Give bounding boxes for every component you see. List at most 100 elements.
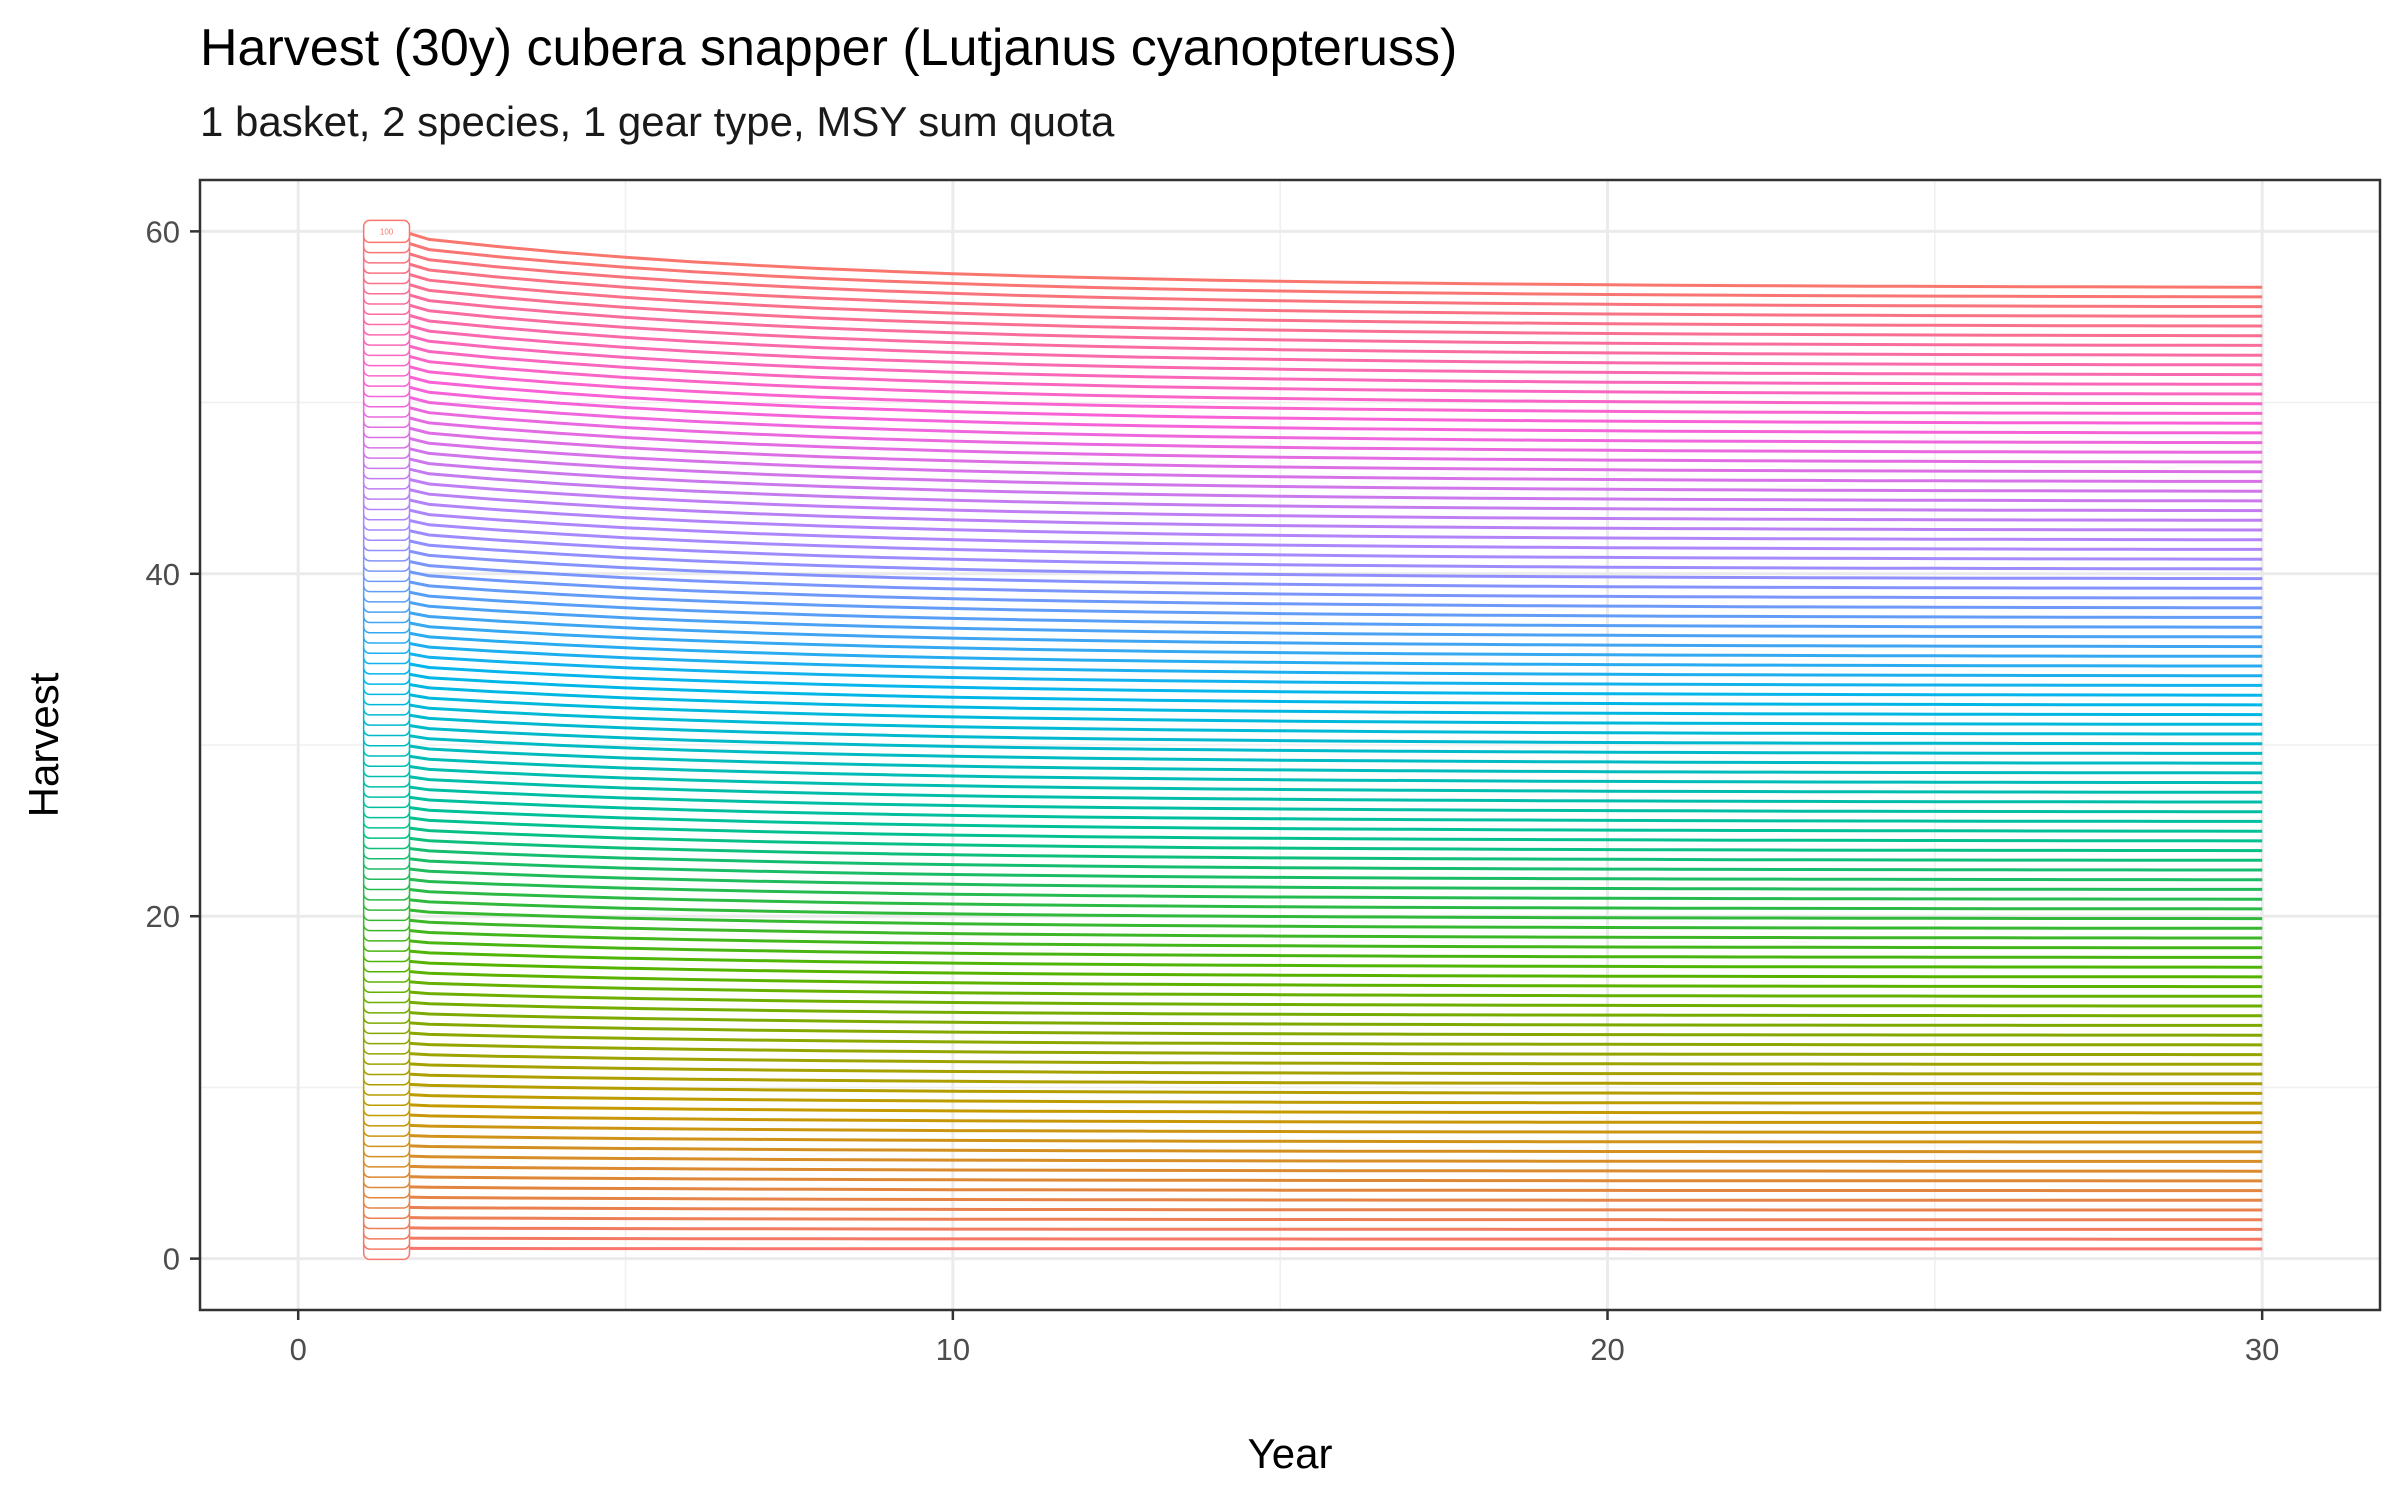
series-line bbox=[363, 876, 2263, 901]
series-line bbox=[363, 1133, 2263, 1144]
plot-frame bbox=[198, 178, 2382, 1312]
series-line bbox=[363, 424, 2263, 474]
series-line bbox=[363, 959, 2263, 979]
series-line bbox=[363, 1174, 2263, 1183]
series-line bbox=[363, 1215, 2263, 1222]
chart-title: Harvest (30y) cubera snapper (Lutjanus c… bbox=[200, 19, 1458, 77]
series-line bbox=[363, 1205, 2263, 1212]
series-line bbox=[363, 311, 2263, 367]
series-line bbox=[363, 476, 2263, 522]
x-tick-label: 20 bbox=[1590, 1332, 1624, 1367]
series-line bbox=[363, 774, 2263, 804]
series-line bbox=[363, 979, 2263, 998]
series-line bbox=[363, 568, 2263, 610]
y-tick-label: 0 bbox=[163, 1242, 180, 1277]
series-line bbox=[363, 671, 2263, 707]
series-line bbox=[363, 527, 2263, 571]
series-line bbox=[363, 1246, 2263, 1251]
series-line bbox=[363, 579, 2263, 619]
series-line bbox=[363, 404, 2263, 454]
y-tick-label: 40 bbox=[146, 557, 180, 592]
series-line bbox=[363, 856, 2263, 882]
x-tick-label: 10 bbox=[936, 1332, 970, 1367]
series-line bbox=[363, 1092, 2263, 1105]
series-line bbox=[363, 589, 2263, 629]
series-line bbox=[363, 260, 2263, 318]
series-line bbox=[363, 1236, 2263, 1241]
series-line bbox=[363, 692, 2263, 726]
series-line bbox=[363, 928, 2263, 950]
series-line bbox=[363, 373, 2263, 425]
series-line bbox=[363, 1154, 2263, 1163]
series-line bbox=[363, 712, 2263, 746]
series-line bbox=[363, 240, 2263, 299]
series-line bbox=[363, 702, 2263, 736]
series-line bbox=[363, 445, 2263, 493]
series-line bbox=[363, 805, 2263, 833]
label-layer: 100 bbox=[362, 219, 411, 1261]
series-line bbox=[363, 486, 2263, 532]
series-line bbox=[363, 558, 2263, 600]
series-line bbox=[363, 835, 2263, 862]
series-line bbox=[363, 1185, 2263, 1193]
series-line bbox=[363, 825, 2263, 853]
series-line bbox=[363, 1072, 2263, 1086]
series-line bbox=[363, 537, 2263, 581]
series-line bbox=[363, 229, 2263, 289]
series-line bbox=[363, 507, 2263, 551]
series-line bbox=[363, 1010, 2263, 1027]
series-line bbox=[363, 897, 2263, 921]
series-line bbox=[363, 794, 2263, 823]
series-line bbox=[363, 1020, 2263, 1037]
series-line bbox=[363, 1102, 2263, 1115]
series-line bbox=[363, 1226, 2263, 1231]
series-line bbox=[363, 866, 2263, 891]
series-line bbox=[363, 599, 2263, 639]
series-line bbox=[363, 887, 2263, 911]
series-line bbox=[363, 815, 2263, 843]
series-line bbox=[363, 1123, 2263, 1134]
series-line bbox=[363, 640, 2263, 678]
series-line bbox=[363, 1031, 2263, 1047]
y-tick-label: 60 bbox=[146, 214, 180, 249]
series-line bbox=[363, 609, 2263, 649]
x-axis-title: Year bbox=[1248, 1430, 1333, 1477]
series-line bbox=[363, 1082, 2263, 1095]
series-line bbox=[363, 681, 2263, 717]
series-line bbox=[363, 414, 2263, 464]
series-line bbox=[363, 620, 2263, 658]
series-line bbox=[363, 291, 2263, 347]
series-line bbox=[363, 1144, 2263, 1154]
series-line bbox=[363, 435, 2263, 483]
series-line bbox=[363, 466, 2263, 513]
series-line bbox=[363, 784, 2263, 814]
series-layer bbox=[363, 229, 2263, 1251]
series-line bbox=[363, 1000, 2263, 1018]
series-line bbox=[363, 1051, 2263, 1066]
series-line bbox=[363, 342, 2263, 396]
series-line bbox=[363, 948, 2263, 969]
series-line bbox=[363, 969, 2263, 989]
series-line bbox=[363, 548, 2263, 590]
series-line bbox=[363, 650, 2263, 687]
series-line bbox=[363, 722, 2263, 755]
series-line bbox=[363, 846, 2263, 872]
series-line bbox=[363, 353, 2263, 406]
series-line bbox=[363, 383, 2263, 435]
series-line bbox=[363, 281, 2263, 338]
axis-layer: 0 10 20 30 0 20 40 60 bbox=[146, 214, 2280, 1367]
series-line bbox=[363, 733, 2263, 765]
series-line bbox=[363, 989, 2263, 1008]
series-line bbox=[363, 1113, 2263, 1125]
series-line bbox=[363, 496, 2263, 542]
series-line bbox=[363, 455, 2263, 503]
series-line bbox=[363, 743, 2263, 775]
series-line bbox=[363, 1195, 2263, 1202]
series-line bbox=[363, 270, 2263, 328]
series-line bbox=[363, 661, 2263, 697]
series-line bbox=[363, 753, 2263, 785]
series-label-top: 100 bbox=[380, 227, 394, 236]
x-tick-label: 30 bbox=[2245, 1332, 2279, 1367]
x-tick-label: 0 bbox=[290, 1332, 307, 1367]
